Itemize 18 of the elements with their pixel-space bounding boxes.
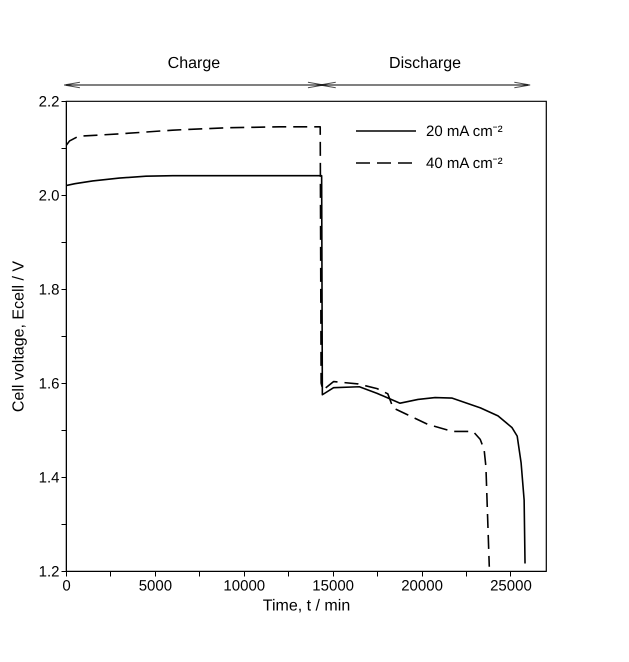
y-tick-label: 1.8 [38,282,60,298]
legend-label: 40 mA cm⁻² [426,155,503,172]
x-tick-label: 5000 [138,578,172,594]
y-tick-label: 1.2 [38,564,60,580]
x-tick-label: 25000 [490,578,532,594]
legend-label: 20 mA cm⁻² [426,123,503,140]
x-tick-label: 20000 [401,578,443,594]
x-axis-title: Time, t / min [262,598,350,614]
y-tick-label: 1.6 [38,376,60,392]
y-tick-label: 2.0 [38,188,60,204]
text: Discharge [389,55,462,72]
y-tick-label: 2.2 [38,94,60,110]
x-tick-label: 10000 [223,578,266,594]
x-tick-label: 15000 [312,578,354,594]
y-tick-label: 1.4 [38,470,60,486]
x-tick-label: 0 [62,578,71,594]
text: Charge [168,55,220,72]
y-axis-title: Cell voltage, Ecell / V [10,260,28,412]
